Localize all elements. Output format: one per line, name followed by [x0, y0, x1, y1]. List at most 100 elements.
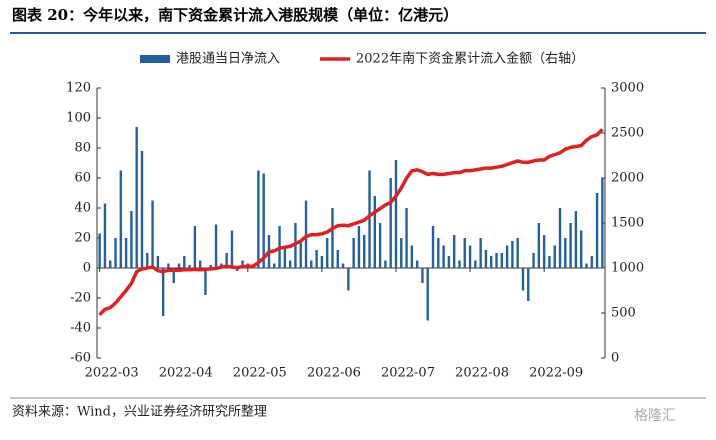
- y2-tick-label: 0: [611, 351, 619, 366]
- bar: [378, 223, 382, 268]
- bar: [315, 250, 318, 268]
- bar: [119, 170, 123, 268]
- bar: [447, 256, 451, 268]
- bar: [341, 263, 345, 268]
- bar: [193, 226, 197, 268]
- bar: [299, 241, 302, 268]
- bar: [521, 268, 525, 291]
- line: [98, 128, 604, 317]
- bar: [363, 235, 366, 268]
- y-tick-label: 100: [66, 111, 91, 126]
- y2-tick-label: 2500: [611, 126, 644, 141]
- y-tick-label: 80: [74, 141, 91, 156]
- bar: [151, 200, 154, 268]
- bar: [347, 268, 350, 291]
- bar: [537, 223, 541, 268]
- bar: [204, 268, 207, 295]
- bar: [442, 245, 445, 268]
- bar: [564, 238, 567, 268]
- bar: [146, 253, 149, 268]
- y-tick-label: 20: [74, 231, 91, 246]
- bar: [542, 235, 546, 268]
- bar: [130, 211, 133, 268]
- bar: [177, 263, 181, 268]
- bar: [156, 256, 160, 268]
- x-tick-label: 2022-04: [159, 366, 213, 381]
- bar: [262, 173, 265, 268]
- bar: [352, 238, 355, 268]
- bar: [394, 160, 398, 268]
- bar: [532, 253, 535, 268]
- bar: [198, 260, 202, 268]
- source-note: 资料来源：Wind，兴业证券经济研究所整理: [12, 404, 267, 420]
- bar: [463, 238, 466, 268]
- bar: [595, 193, 599, 268]
- bar: [357, 226, 361, 268]
- bar: [373, 196, 377, 268]
- bar: [569, 223, 572, 268]
- bar: [368, 170, 371, 268]
- bar: [98, 233, 101, 268]
- y-tick-label: -40: [70, 321, 91, 336]
- bar: [273, 263, 276, 268]
- x-tick-label: 2022-07: [381, 366, 435, 381]
- bar: [103, 203, 107, 268]
- bar: [124, 238, 128, 268]
- bar: [304, 200, 308, 268]
- bar: [230, 230, 234, 268]
- bar: [209, 265, 212, 268]
- bar: [283, 245, 287, 268]
- bar: [384, 260, 387, 268]
- bar: [225, 253, 228, 268]
- bar: [167, 263, 170, 268]
- bar: [426, 268, 429, 321]
- bar: [495, 253, 498, 268]
- bar: [257, 170, 260, 268]
- watermark: 格隆汇: [634, 408, 676, 424]
- y-tick-label: 40: [74, 201, 91, 216]
- bar: [474, 260, 477, 268]
- y-tick-label: -20: [70, 291, 91, 306]
- bar: [590, 256, 593, 268]
- bar: [389, 178, 392, 268]
- bar: [188, 265, 191, 268]
- y2-tick-label: 2000: [611, 171, 644, 186]
- bar: [325, 238, 329, 268]
- bar: [400, 238, 403, 268]
- bar: [421, 268, 424, 283]
- bar: [114, 238, 117, 268]
- bar: [585, 263, 588, 268]
- bar: [331, 208, 334, 268]
- bar: [214, 224, 218, 268]
- bar: [516, 238, 519, 268]
- y2-tick-label: 1500: [611, 216, 644, 231]
- bar: [479, 238, 482, 268]
- bar: [500, 253, 504, 268]
- y-tick-label: 0: [83, 261, 91, 276]
- x-tick-label: 2022-03: [85, 366, 139, 381]
- bar: [288, 260, 292, 268]
- bar: [320, 256, 324, 268]
- x-tick-label: 2022-08: [455, 366, 509, 381]
- bar: [490, 256, 493, 268]
- bar: [437, 238, 440, 268]
- bar: [574, 211, 578, 268]
- x-tick-label: 2022-09: [529, 366, 583, 381]
- bar: [579, 230, 583, 268]
- bar: [410, 245, 414, 268]
- bar: [310, 260, 313, 268]
- bar: [431, 226, 435, 268]
- bar: [140, 151, 144, 268]
- y-tick-label: 120: [66, 81, 91, 96]
- legend-swatch: [140, 55, 170, 63]
- y2-tick-label: 1000: [611, 261, 644, 276]
- bar: [109, 260, 112, 268]
- bar: [241, 260, 244, 268]
- bar: [505, 245, 509, 268]
- y2-tick-label: 500: [611, 306, 636, 321]
- bar: [415, 260, 419, 268]
- bar: [452, 235, 456, 268]
- legend-label: 港股通当日净流入: [176, 52, 280, 67]
